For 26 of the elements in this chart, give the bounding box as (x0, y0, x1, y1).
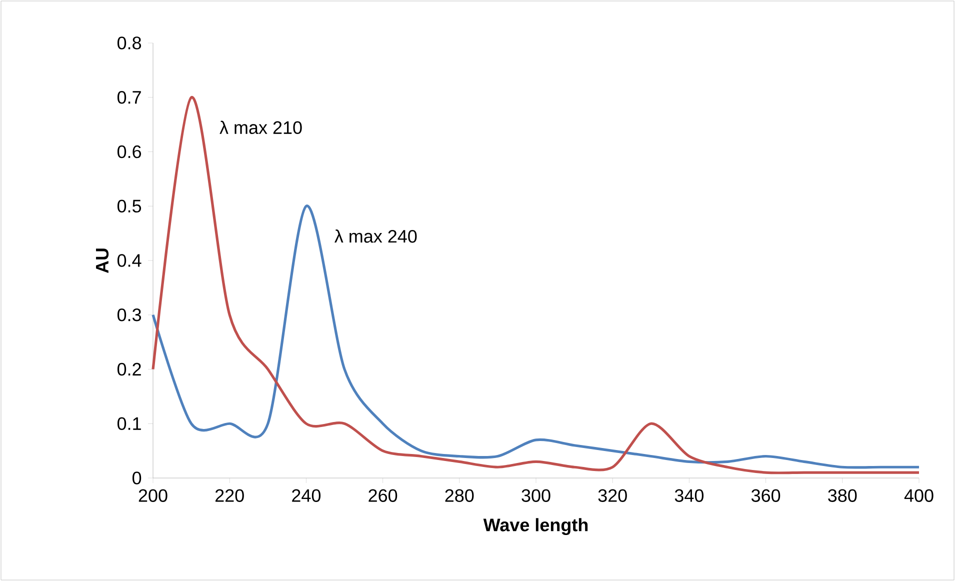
line-series (152, 204, 920, 469)
x-tick-label: 280 (445, 489, 474, 502)
y-tick-label: 0.7 (117, 91, 141, 104)
annotation: λ max 240 (334, 230, 417, 243)
y-tick-label: 0.3 (117, 308, 142, 322)
y-tick-label: 0.1 (117, 417, 141, 430)
x-axis-title: Wave length (483, 518, 588, 535)
y-axis-title: AU (96, 248, 109, 274)
x-tick-label: 220 (215, 489, 244, 502)
x-tick-label: 320 (598, 489, 627, 502)
y-tick-label: 0.2 (117, 362, 141, 376)
x-tick-label: 380 (828, 489, 857, 502)
x-tick-label: 200 (138, 489, 168, 502)
x-tick-label: 360 (751, 489, 780, 502)
y-tick-label: 0 (132, 472, 142, 484)
y-tick-label: 0.8 (117, 36, 142, 50)
annotation: λ max 210 (220, 120, 302, 134)
x-tick-label: 260 (368, 489, 398, 502)
x-tick-label: 300 (522, 489, 550, 502)
x-tick-label: 340 (674, 489, 704, 502)
y-tick-label: 0.6 (117, 145, 142, 158)
y-tick-label: 0.4 (117, 254, 142, 267)
x-tick-label: 400 (904, 489, 934, 502)
x-tick-label: 240 (292, 489, 321, 502)
line-series (152, 96, 920, 474)
y-tick-label: 0.5 (117, 200, 142, 212)
